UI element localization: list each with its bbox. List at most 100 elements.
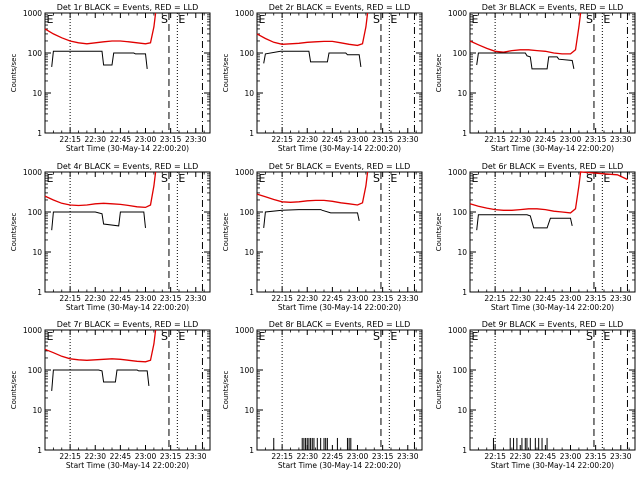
panel-title: Det 1r BLACK = Events, RED = LLD xyxy=(57,3,199,12)
y-tick-label: 1000 xyxy=(448,168,467,177)
y-tick-label: 1 xyxy=(37,446,42,455)
x-tick-label: 22:30 xyxy=(296,294,318,303)
marker-e: E xyxy=(472,330,479,343)
lld-curve xyxy=(256,171,369,206)
y-tick-label: 100 xyxy=(28,208,43,217)
x-tick-label: 23:15 xyxy=(372,135,394,144)
y-tick-label: 10 xyxy=(457,89,467,98)
x-tick-label: 23:30 xyxy=(185,294,207,303)
marker-e: E xyxy=(47,13,54,26)
y-tick-label: 10 xyxy=(32,89,42,98)
y-tick-label: 1000 xyxy=(235,168,254,177)
y-tick-label: 100 xyxy=(240,366,255,375)
x-tick-label: 22:15 xyxy=(484,452,506,461)
x-tick-label: 23:30 xyxy=(397,452,419,461)
y-tick-label: 100 xyxy=(28,49,43,58)
y-tick-label: 100 xyxy=(453,366,468,375)
marker-s: S xyxy=(586,172,593,185)
x-tick-label: 23:00 xyxy=(560,135,582,144)
y-tick-label: 100 xyxy=(240,208,255,217)
x-tick-label: 22:15 xyxy=(271,135,293,144)
panel-title: Det 3r BLACK = Events, RED = LLD xyxy=(482,3,624,12)
x-axis-label: Start Time (30-May-14 22:00:20) xyxy=(491,461,614,470)
marker-s: S xyxy=(373,172,380,185)
x-tick-label: 23:00 xyxy=(347,135,369,144)
marker-e: E xyxy=(472,13,479,26)
x-tick-label: 23:30 xyxy=(185,452,207,461)
x-tick-label: 23:00 xyxy=(135,452,157,461)
marker-e: E xyxy=(178,13,185,26)
x-tick-label: 22:30 xyxy=(84,294,106,303)
panel-det-3r: Det 3r BLACK = Events, RED = LLD 1 10 100 10… xyxy=(435,3,636,153)
lld-curve xyxy=(469,171,628,214)
y-tick-label: 100 xyxy=(240,49,255,58)
plot-frame xyxy=(44,329,211,451)
panel-title: Det 4r BLACK = Events, RED = LLD xyxy=(57,162,199,171)
y-tick-label: 1 xyxy=(249,288,254,297)
x-tick-label: 22:30 xyxy=(296,452,318,461)
x-tick-label: 23:30 xyxy=(185,135,207,144)
lld-curve xyxy=(256,12,369,47)
panel-det-9r: Det 9r BLACK = Events, RED = LLD 1 10 100 10… xyxy=(435,320,636,470)
marker-s: S xyxy=(373,330,380,343)
lld-curve xyxy=(469,12,582,55)
y-axis-label: Counts/sec xyxy=(10,371,18,410)
events-curve xyxy=(263,50,362,67)
x-axis-label: Start Time (30-May-14 22:00:20) xyxy=(491,144,614,153)
marker-e: E xyxy=(178,330,185,343)
events-curve xyxy=(51,369,150,391)
x-tick-label: 22:15 xyxy=(59,135,81,144)
events-curve xyxy=(476,214,573,231)
x-tick-label: 22:15 xyxy=(59,294,81,303)
x-axis-label: Start Time (30-May-14 22:00:20) xyxy=(278,461,401,470)
x-tick-label: 23:30 xyxy=(610,294,632,303)
x-tick-label: 22:15 xyxy=(484,135,506,144)
x-axis-label: Start Time (30-May-14 22:00:20) xyxy=(491,303,614,312)
y-tick-label: 1 xyxy=(37,129,42,138)
x-tick-label: 23:15 xyxy=(585,452,607,461)
x-tick-label: 23:00 xyxy=(560,452,582,461)
marker-e: E xyxy=(47,172,54,185)
lld-curve xyxy=(44,12,157,45)
y-tick-label: 10 xyxy=(244,89,254,98)
x-tick-label: 22:45 xyxy=(535,135,557,144)
panel-det-6r: Det 6r BLACK = Events, RED = LLD 1 10 100 10… xyxy=(435,162,636,312)
x-tick-label: 22:45 xyxy=(110,294,132,303)
marker-s: S xyxy=(373,13,380,26)
x-tick-label: 23:30 xyxy=(397,135,419,144)
y-tick-label: 100 xyxy=(28,366,43,375)
y-tick-label: 10 xyxy=(244,248,254,257)
x-tick-label: 22:30 xyxy=(509,452,531,461)
y-tick-label: 10 xyxy=(244,406,254,415)
marker-e: E xyxy=(472,172,479,185)
plot-frame xyxy=(44,171,211,293)
panel-det-5r: Det 5r BLACK = Events, RED = LLD 1 10 100 10… xyxy=(222,162,423,312)
panel-title: Det 7r BLACK = Events, RED = LLD xyxy=(57,320,199,329)
x-tick-label: 22:45 xyxy=(110,135,132,144)
y-axis-label: Counts/sec xyxy=(10,54,18,93)
x-tick-label: 22:45 xyxy=(322,452,344,461)
y-axis-label: Counts/sec xyxy=(222,371,230,410)
marker-s: S xyxy=(586,13,593,26)
x-tick-label: 23:15 xyxy=(160,452,182,461)
x-tick-label: 22:45 xyxy=(535,294,557,303)
x-tick-label: 22:15 xyxy=(59,452,81,461)
panel-title: Det 8r BLACK = Events, RED = LLD xyxy=(269,320,411,329)
plot-frame xyxy=(256,12,423,134)
x-tick-label: 23:15 xyxy=(160,135,182,144)
panel-det-2r: Det 2r BLACK = Events, RED = LLD 1 10 100 10… xyxy=(222,3,423,153)
x-tick-label: 23:00 xyxy=(347,294,369,303)
x-tick-label: 23:15 xyxy=(372,294,394,303)
x-tick-label: 23:15 xyxy=(160,294,182,303)
y-axis-label: Counts/sec xyxy=(222,213,230,252)
x-tick-label: 22:45 xyxy=(322,294,344,303)
marker-s: S xyxy=(161,330,168,343)
x-axis-label: Start Time (30-May-14 22:00:20) xyxy=(278,144,401,153)
marker-e: E xyxy=(390,172,397,185)
x-tick-label: 23:30 xyxy=(610,135,632,144)
x-tick-label: 22:30 xyxy=(296,135,318,144)
panel-title: Det 6r BLACK = Events, RED = LLD xyxy=(482,162,624,171)
x-axis-label: Start Time (30-May-14 22:00:20) xyxy=(66,461,189,470)
x-tick-label: 22:30 xyxy=(509,135,531,144)
